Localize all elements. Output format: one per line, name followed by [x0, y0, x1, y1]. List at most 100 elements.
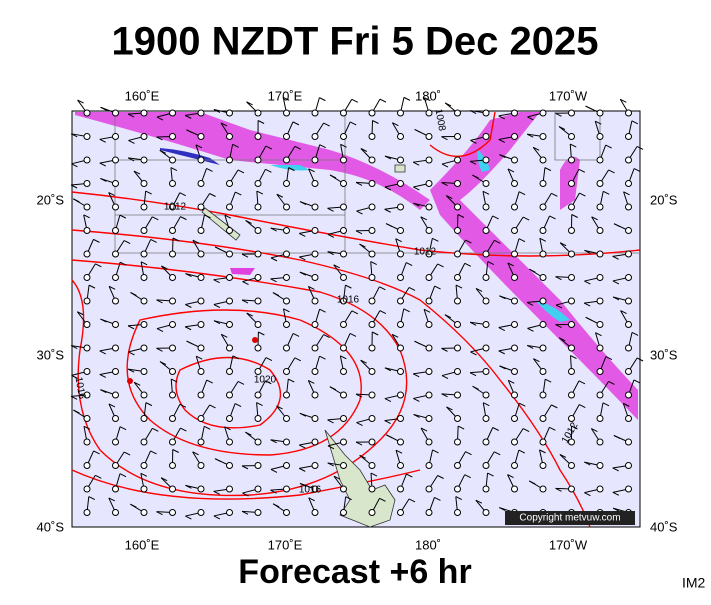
barb-station [483, 322, 489, 328]
barb-station [398, 369, 404, 375]
barb-station [341, 439, 347, 445]
barb-station [341, 510, 347, 516]
barb-station [398, 322, 404, 328]
barb-station [626, 486, 632, 492]
barb-station [141, 157, 147, 163]
barb-station [341, 181, 347, 187]
barb-station [341, 275, 347, 281]
image-id: IM2 [682, 575, 706, 591]
barb-station [312, 416, 318, 422]
footer: Forecast +6 hr [238, 553, 471, 591]
barb-station [597, 157, 603, 163]
barb-station [426, 298, 432, 304]
barb-station [170, 510, 176, 516]
barb-station [540, 369, 546, 375]
barb-station [626, 157, 632, 163]
barb-station [597, 392, 603, 398]
barb-station [426, 369, 432, 375]
barb-station [512, 204, 518, 210]
barb-station [170, 110, 176, 116]
barb-station [369, 134, 375, 140]
barb-station [626, 369, 632, 375]
barb-station [255, 157, 261, 163]
barb-station [597, 298, 603, 304]
barb-station [512, 439, 518, 445]
barb-flag [319, 98, 325, 101]
lon-label: 180˚ [415, 537, 441, 552]
barb-station [198, 392, 204, 398]
barb-station [569, 369, 575, 375]
barb-station [398, 251, 404, 257]
barb-station [369, 416, 375, 422]
barb-station [512, 275, 518, 281]
barb-station [312, 322, 318, 328]
barb-station [626, 463, 632, 469]
barb-station [284, 275, 290, 281]
barb-station [84, 416, 90, 422]
barb-station [84, 181, 90, 187]
barb-station [426, 392, 432, 398]
barb-station [483, 251, 489, 257]
barb-station [141, 251, 147, 257]
barb-station [255, 416, 261, 422]
barb-station [170, 157, 176, 163]
isobar-label: 1012 [164, 202, 187, 213]
barb-station [540, 345, 546, 351]
barb-station [398, 345, 404, 351]
barb-station [84, 275, 90, 281]
barb-station [113, 110, 119, 116]
barb-station [483, 439, 489, 445]
barb-station [483, 275, 489, 281]
barb-station [312, 134, 318, 140]
barb-station [227, 110, 233, 116]
barb-station [113, 298, 119, 304]
barb-station [597, 416, 603, 422]
barb-station [626, 134, 632, 140]
barb-station [170, 439, 176, 445]
barb-station [626, 228, 632, 234]
barb-station [312, 463, 318, 469]
barb-station [512, 322, 518, 328]
barb-station [312, 439, 318, 445]
barb-station [569, 251, 575, 257]
barb-station [483, 228, 489, 234]
barb-station [312, 204, 318, 210]
barb-station [626, 322, 632, 328]
barb-station [455, 181, 461, 187]
lon-label: 170˚E [268, 88, 303, 103]
barb-station [84, 463, 90, 469]
barb-station [284, 228, 290, 234]
barb-station [227, 486, 233, 492]
barb-station [284, 322, 290, 328]
barb-station [227, 463, 233, 469]
barb-station [540, 392, 546, 398]
barb-station [312, 369, 318, 375]
barb-station [540, 181, 546, 187]
isobar-label: 1016 [337, 295, 360, 306]
barb-station [540, 416, 546, 422]
barb-station [255, 134, 261, 140]
barb-station [455, 275, 461, 281]
barb-station [284, 181, 290, 187]
barb-station [341, 110, 347, 116]
barb-station [597, 228, 603, 234]
barb-station [369, 181, 375, 187]
barb-station [113, 251, 119, 257]
barb-station [84, 251, 90, 257]
barb-station [569, 298, 575, 304]
barb-station [113, 134, 119, 140]
lat-label: 20˚S [650, 192, 678, 207]
barb-station [312, 110, 318, 116]
barb-station [227, 181, 233, 187]
barb-station [483, 157, 489, 163]
barb-station [398, 204, 404, 210]
lon-label: 170˚E [268, 537, 303, 552]
barb-station [455, 110, 461, 116]
barb-station [227, 298, 233, 304]
barb-station [113, 369, 119, 375]
barb-station [369, 439, 375, 445]
barb-station [369, 251, 375, 257]
barb-station [227, 345, 233, 351]
barb-station [198, 486, 204, 492]
barb-station [455, 369, 461, 375]
